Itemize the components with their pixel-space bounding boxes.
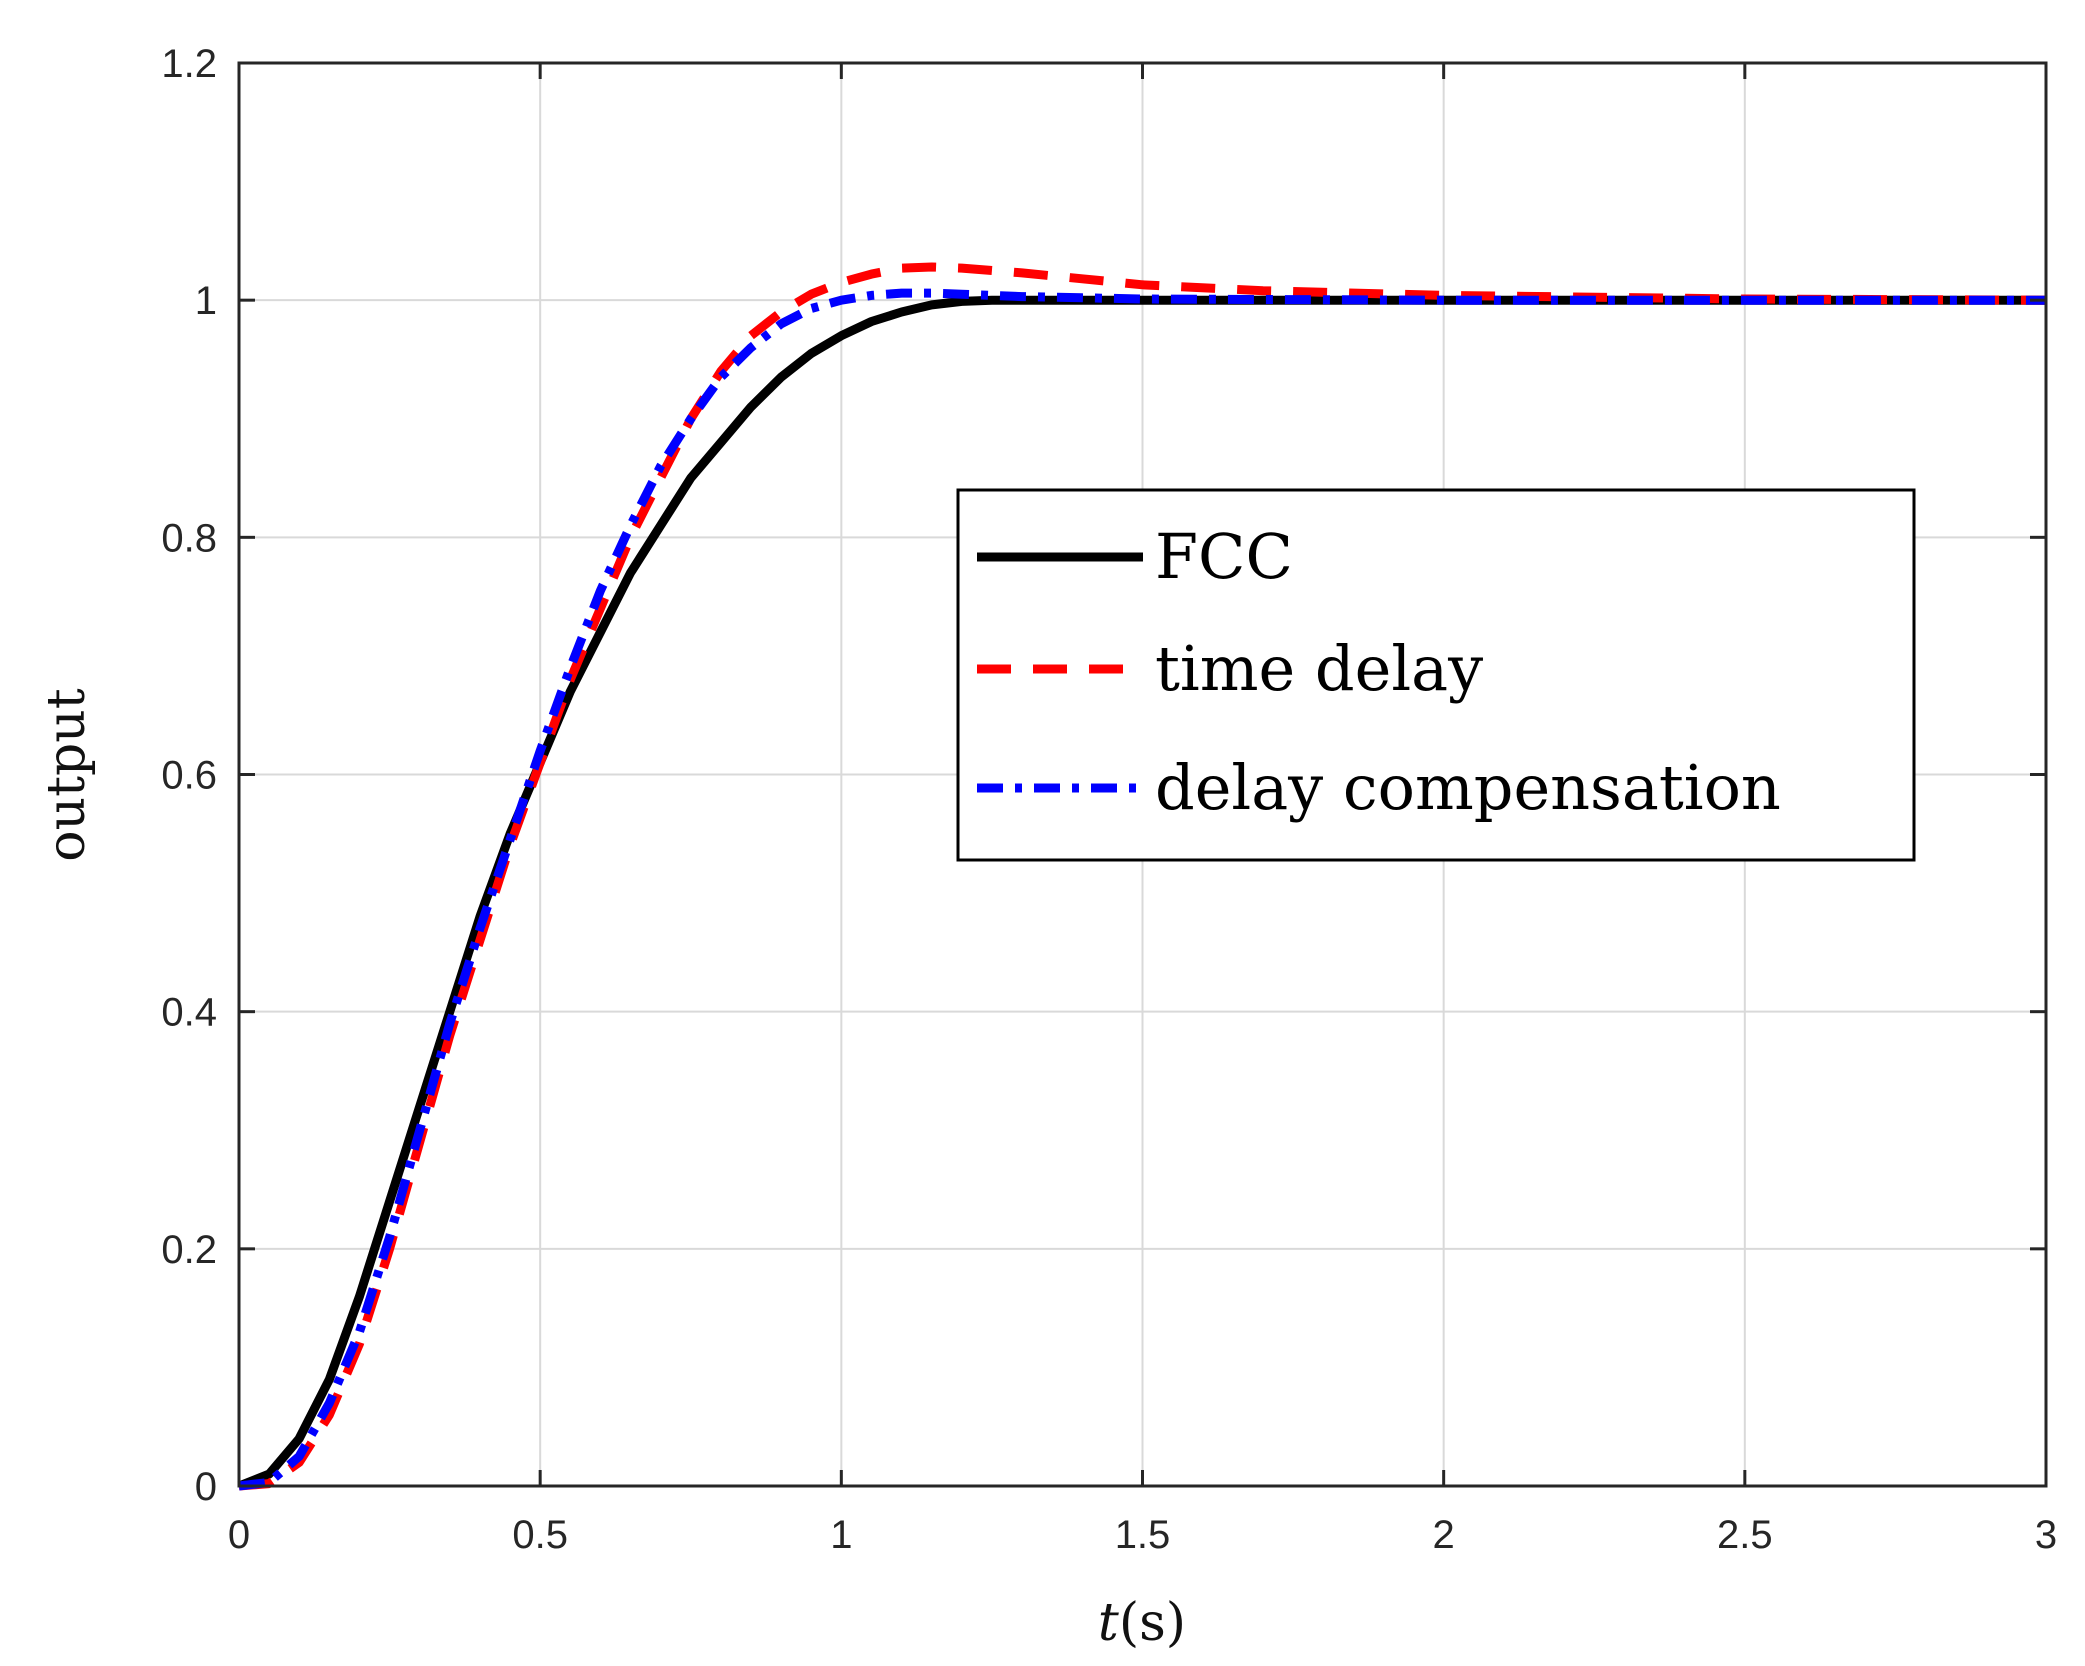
x-tick-label: 2.5 [1717, 1513, 1773, 1557]
x-axis-label: t(s) [1098, 1593, 1186, 1653]
y-tick-label: 0 [195, 1465, 217, 1509]
x-tick-label: 2 [1433, 1513, 1455, 1557]
y-tick-label: 0.2 [161, 1228, 217, 1272]
series-line-delay-compensation [238, 288, 2046, 1491]
legend-label: FCC [1155, 520, 1293, 593]
x-tick-label: 1.5 [1115, 1513, 1171, 1557]
legend-box [956, 488, 1916, 862]
legend-items: FCC time delay delay compensation [977, 520, 1781, 824]
legend: FCC time delay delay compensation [956, 488, 1916, 862]
x-tick-label: 0 [228, 1513, 250, 1557]
legend-label: time delay [1155, 632, 1483, 705]
series-lines [237, 262, 2047, 1491]
x-axis-label-italic: t [1098, 1593, 1119, 1653]
legend-label: delay compensation [1155, 751, 1781, 824]
x-tick-label: 1 [830, 1513, 852, 1557]
y-tick-label: 1 [195, 279, 217, 323]
x-axis-label-unit: (s) [1119, 1593, 1186, 1653]
series-line-time-delay [238, 262, 2047, 1491]
y-tick-label: 1.2 [161, 42, 217, 86]
tick-marks [237, 61, 2048, 1488]
y-tick-label: 0.6 [161, 754, 217, 798]
x-tick-labels: 0 0.5 1 1.5 2 2.5 3 [228, 1513, 2057, 1557]
y-tick-label: 0.4 [161, 991, 217, 1035]
x-tick-label: 3 [2035, 1513, 2057, 1557]
y-axis-label: output [37, 688, 97, 861]
y-tick-labels: 0 0.2 0.4 0.6 0.8 1 1.2 [161, 42, 217, 1509]
x-tick-label: 0.5 [512, 1513, 568, 1557]
y-tick-label: 0.8 [161, 516, 217, 560]
